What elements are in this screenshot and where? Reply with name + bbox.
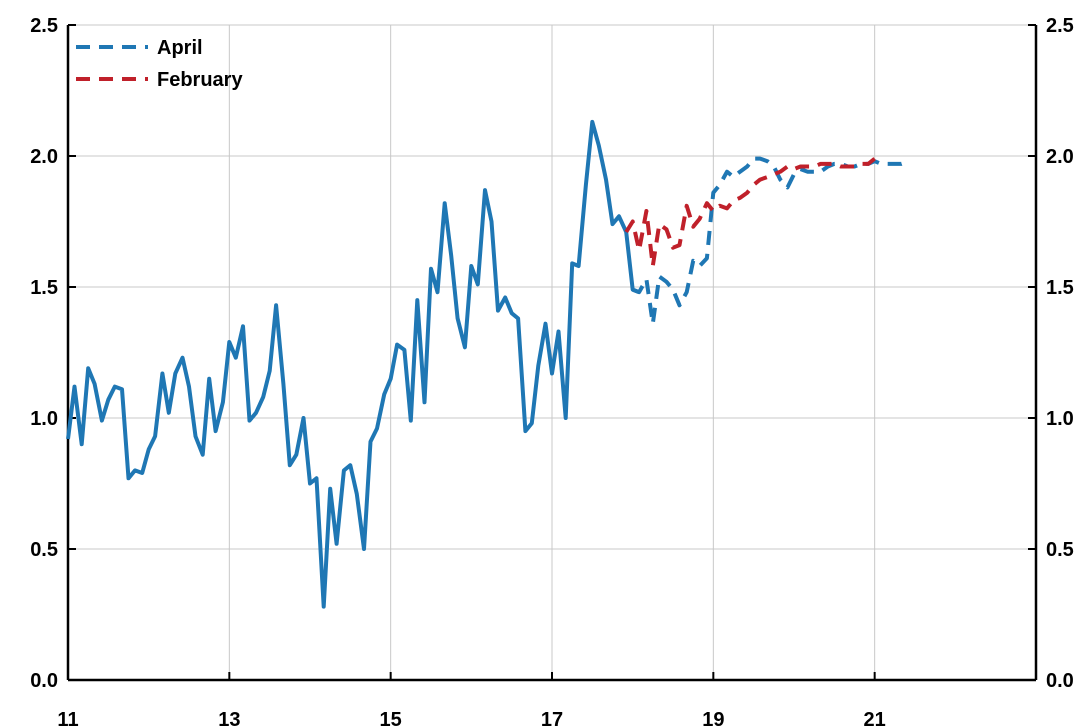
- legend-label-april: April: [157, 37, 203, 59]
- grid-lines: [68, 24, 1036, 680]
- series-line-february: [624, 156, 882, 268]
- plot-lines: [66, 119, 910, 609]
- series-line-actual: [66, 119, 640, 609]
- axes: [66, 24, 1038, 682]
- y-tick-right-2: 1.0: [1046, 408, 1074, 430]
- x-tick-2: 15: [380, 709, 402, 728]
- legend: April February: [76, 37, 243, 91]
- y-tick-left-2: 1.0: [30, 408, 58, 430]
- y-tick-left-5: 2.5: [30, 15, 58, 37]
- y-tick-right-4: 2.0: [1046, 146, 1074, 168]
- y-tick-left-4: 2.0: [30, 146, 58, 168]
- y-tick-right-1: 0.5: [1046, 539, 1074, 561]
- y-tick-right-5: 2.5: [1046, 15, 1074, 37]
- x-tick-4: 19: [702, 709, 724, 728]
- y-tick-left-1: 0.5: [30, 539, 58, 561]
- x-tick-3: 17: [541, 709, 563, 728]
- x-tick-0: 11: [57, 709, 78, 728]
- y-tick-right-0: 0.0: [1046, 670, 1074, 692]
- y-tick-left-3: 1.5: [30, 277, 58, 299]
- legend-label-february: February: [157, 69, 243, 91]
- y-tick-right-3: 1.5: [1046, 277, 1074, 299]
- x-tick-1: 13: [218, 709, 240, 728]
- x-tick-5: 21: [864, 709, 886, 728]
- y-tick-left-0: 0.0: [30, 670, 58, 692]
- series-line-april: [631, 156, 910, 326]
- tick-labels: 0.0 0.0 0.5 0.5 1.0 1.0 1.5 1.5 2.0 2.0 2.5 2.5 11 13…: [30, 15, 1074, 728]
